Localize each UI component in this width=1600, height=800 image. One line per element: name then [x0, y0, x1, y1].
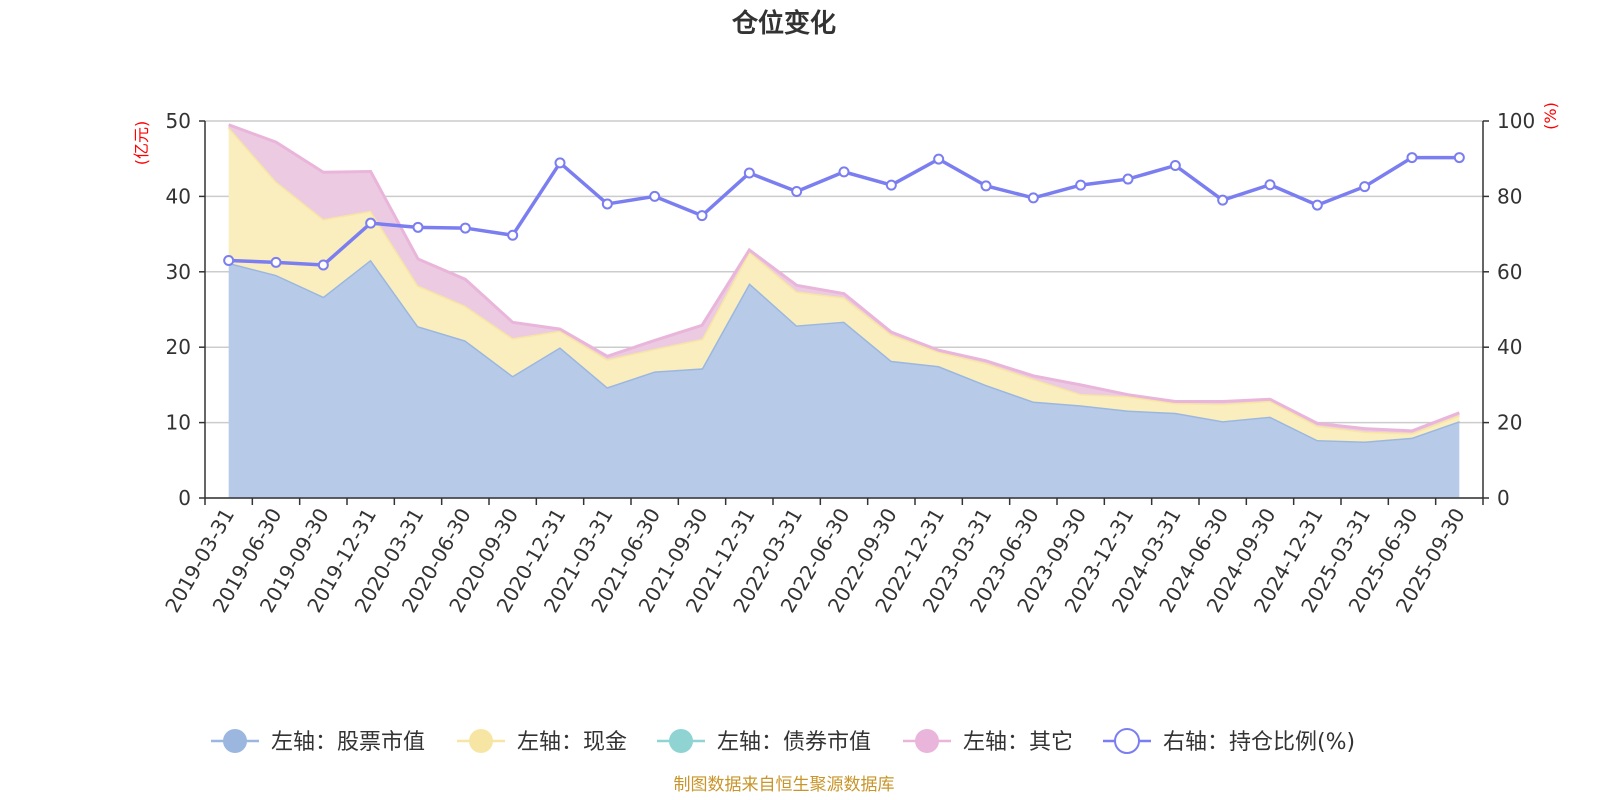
stacked-areas [227, 123, 1460, 498]
ratio-point [743, 167, 755, 179]
legend-circle-marker [1114, 728, 1140, 754]
ratio-point [1169, 159, 1181, 171]
ratio-point [1075, 179, 1087, 191]
ratio-point [412, 221, 424, 233]
left-axis-tick-label: 40 [166, 184, 191, 208]
ratio-point [554, 157, 566, 169]
ratio-point [1311, 199, 1323, 211]
ratio-point [1453, 152, 1465, 164]
legend-label: 左轴：其它 [963, 730, 1073, 755]
ratio-point [980, 180, 992, 192]
legend-item: 左轴：债券市值 [657, 729, 871, 755]
legend: 左轴：股票市值 左轴：现金 左轴：债券市值 左轴：其它 右轴：持仓比例(%) [211, 728, 1355, 755]
ratio-line-layer [223, 152, 1465, 271]
right-axis-unit: (%) [1541, 102, 1560, 130]
right-axis-tick-label: 0 [1497, 486, 1510, 510]
ratio-point [1264, 179, 1276, 191]
legend-label: 右轴：持仓比例(%) [1163, 730, 1355, 755]
ratio-point [1406, 152, 1418, 164]
ratio-point [791, 185, 803, 197]
legend-circle-marker [915, 729, 939, 753]
ratio-point [1217, 194, 1229, 206]
legend-item: 左轴：现金 [457, 729, 627, 755]
ratio-point [317, 259, 329, 271]
ratio-point [696, 210, 708, 222]
legend-item: 左轴：其它 [903, 729, 1073, 755]
legend-label: 左轴：债券市值 [717, 730, 871, 755]
left-axis-tick-label: 30 [166, 260, 191, 284]
right-axis-tick-label: 40 [1497, 335, 1522, 359]
ratio-point [933, 153, 945, 165]
ratio-point [1359, 181, 1371, 193]
ratio-point [601, 198, 613, 210]
ratio-point [1027, 192, 1039, 204]
right-axis-tick-label: 80 [1497, 184, 1522, 208]
right-axis-tick-label: 60 [1497, 260, 1522, 284]
ratio-point [270, 256, 282, 268]
left-axis-unit: (亿元) [132, 121, 151, 166]
legend-circle-marker [223, 729, 247, 753]
area-edge-series-3 [228, 123, 1460, 433]
ratio-point [507, 229, 519, 241]
area-fill-series-0 [228, 259, 1460, 498]
ratio-point [885, 179, 897, 191]
ratio-point [649, 190, 661, 202]
legend-circle-marker [469, 729, 493, 753]
chart-title: 仓位变化 [731, 8, 836, 39]
ratio-point [1122, 173, 1134, 185]
legend-circle-marker [669, 729, 693, 753]
left-axis-tick-label: 10 [166, 411, 191, 435]
ratio-point [459, 222, 471, 234]
left-axis-tick-label: 0 [178, 486, 191, 510]
left-axis-tick-label: 20 [166, 335, 191, 359]
right-axis-tick-label: 100 [1497, 109, 1535, 133]
ratio-point [838, 166, 850, 178]
ratio-point [223, 254, 235, 266]
left-axis-tick-label: 50 [166, 109, 191, 133]
legend-item: 右轴：持仓比例(%) [1103, 728, 1355, 755]
legend-label: 左轴：股票市值 [271, 730, 425, 755]
right-axis-tick-label: 20 [1497, 411, 1522, 435]
data-source-footer: 制图数据来自恒生聚源数据库 [674, 775, 895, 795]
legend-item: 左轴：股票市值 [211, 729, 425, 755]
ratio-point [365, 217, 377, 229]
legend-label: 左轴：现金 [517, 730, 627, 755]
